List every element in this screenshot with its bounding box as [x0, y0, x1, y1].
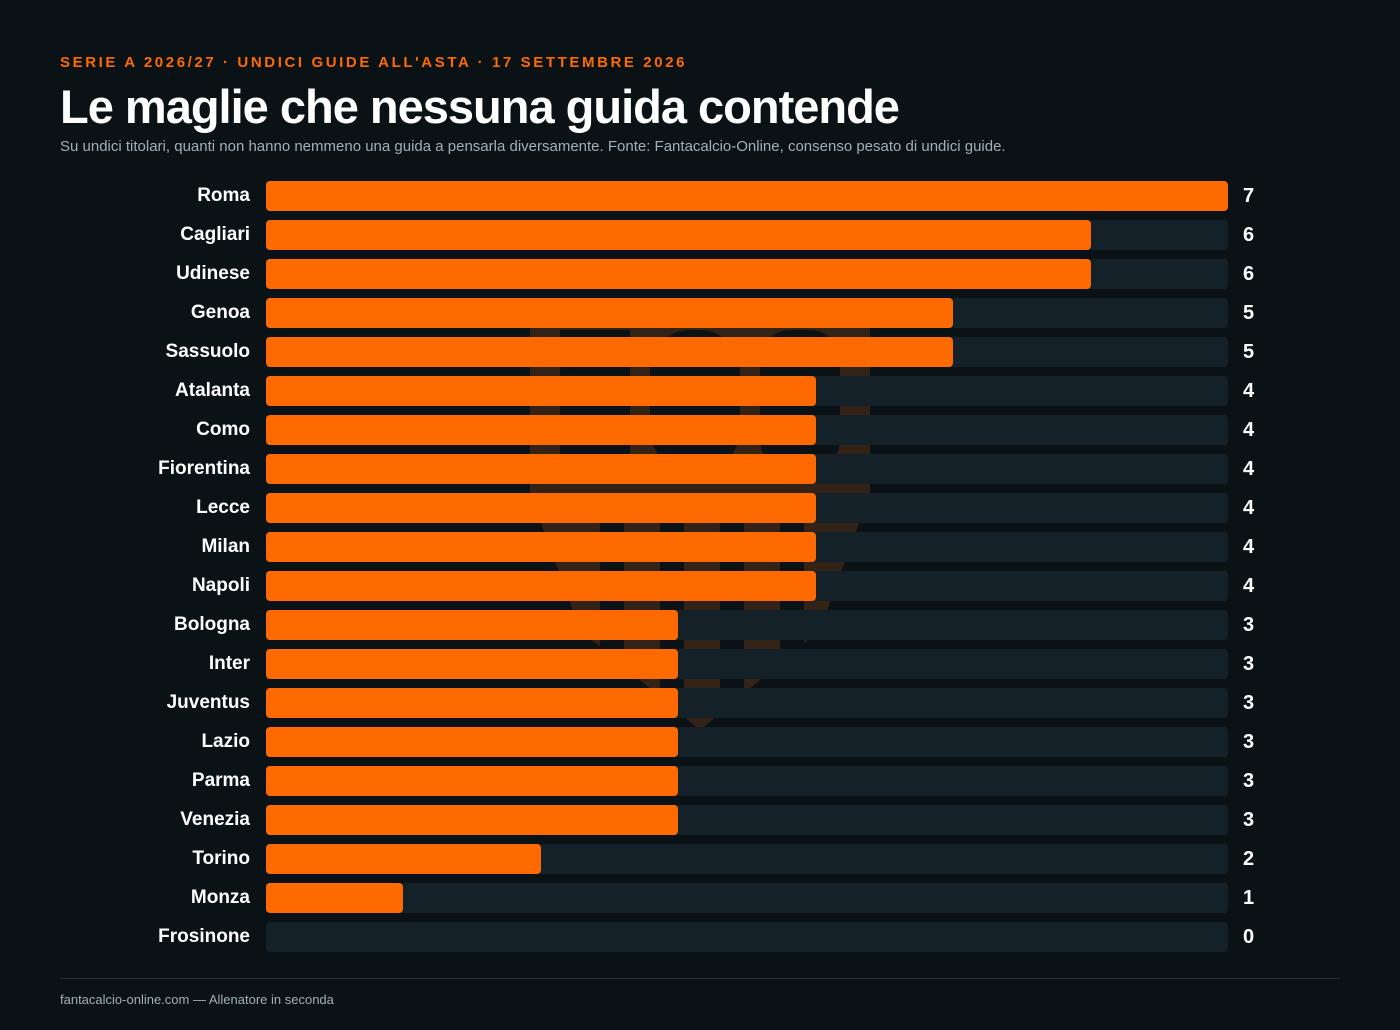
value-label-roma: 7 [1243, 185, 1255, 207]
bar-fiorentina [266, 454, 816, 484]
category-label-udinese: Udinese [176, 263, 250, 284]
bar-genoa [266, 298, 953, 328]
value-label-sassuolo: 5 [1243, 341, 1255, 363]
value-label-cagliari: 6 [1243, 224, 1255, 246]
bar-napoli [266, 571, 816, 601]
bar-udinese [266, 259, 1091, 289]
category-label-milan: Milan [201, 536, 250, 557]
page-subtitle: Su undici titolari, quanti non hanno nem… [60, 138, 1006, 155]
bar-sassuolo [266, 337, 953, 367]
category-label-bologna: Bologna [174, 614, 250, 635]
category-label-genoa: Genoa [190, 302, 250, 323]
value-label-torino: 2 [1243, 848, 1255, 870]
category-label-fiorentina: Fiorentina [158, 458, 250, 479]
category-label-lazio: Lazio [201, 731, 250, 752]
category-label-atalanta: Atalanta [175, 380, 250, 401]
bar-lecce [266, 493, 816, 523]
value-label-parma: 3 [1243, 770, 1255, 792]
category-label-venezia: Venezia [180, 809, 250, 830]
category-label-juventus: Juventus [166, 692, 250, 713]
bar-monza [266, 883, 403, 913]
bar-juventus [266, 688, 678, 718]
category-label-inter: Inter [208, 653, 250, 674]
value-label-genoa: 5 [1243, 302, 1255, 324]
value-label-como: 4 [1243, 419, 1255, 441]
bar-torino [266, 844, 541, 874]
value-label-venezia: 3 [1243, 809, 1255, 831]
value-label-juventus: 3 [1243, 692, 1255, 714]
category-label-parma: Parma [191, 770, 250, 791]
bar-cagliari [266, 220, 1091, 250]
category-label-roma: Roma [197, 185, 250, 206]
category-label-torino: Torino [192, 848, 250, 869]
value-label-bologna: 3 [1243, 614, 1255, 636]
bar-parma [266, 766, 678, 796]
value-label-lazio: 3 [1243, 731, 1255, 753]
footer-credit: fantacalcio-online.com — Allenatore in s… [60, 992, 334, 1007]
page-title: Le maglie che nessuna guida contende [60, 80, 900, 133]
bar-inter [266, 649, 678, 679]
value-label-monza: 1 [1243, 887, 1255, 909]
category-label-frosinone: Frosinone [158, 926, 250, 947]
footer-divider [60, 978, 1340, 979]
bar-como [266, 415, 816, 445]
bar-track-monza [266, 883, 1228, 913]
bar-lazio [266, 727, 678, 757]
value-label-lecce: 4 [1243, 497, 1255, 519]
bar-bologna [266, 610, 678, 640]
bar-track-frosinone [266, 922, 1228, 952]
category-label-napoli: Napoli [191, 575, 250, 596]
bar-roma [266, 181, 1228, 211]
bar-atalanta [266, 376, 816, 406]
kicker-text: SERIE A 2026/27 · UNDICI GUIDE ALL'ASTA … [60, 54, 688, 71]
category-label-sassuolo: Sassuolo [165, 341, 250, 362]
category-label-como: Como [196, 419, 250, 440]
value-label-atalanta: 4 [1243, 380, 1255, 402]
value-label-frosinone: 0 [1243, 926, 1255, 948]
value-label-fiorentina: 4 [1243, 458, 1255, 480]
category-label-lecce: Lecce [196, 497, 250, 518]
value-label-milan: 4 [1243, 536, 1255, 558]
category-label-monza: Monza [190, 887, 250, 908]
value-label-inter: 3 [1243, 653, 1255, 675]
value-label-napoli: 4 [1243, 575, 1255, 597]
bar-venezia [266, 805, 678, 835]
bar-milan [266, 532, 816, 562]
value-label-udinese: 6 [1243, 263, 1255, 285]
category-label-cagliari: Cagliari [180, 224, 250, 245]
